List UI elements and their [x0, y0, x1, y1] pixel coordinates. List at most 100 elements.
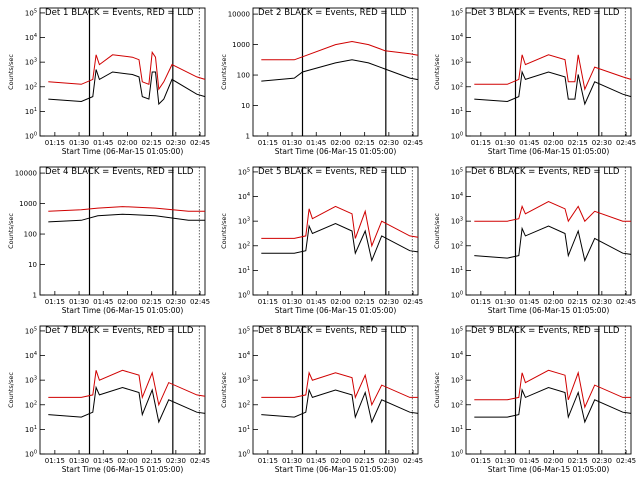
y-axis-label: Counts/sec: [7, 372, 15, 408]
x-tick-label: 02:15: [355, 457, 375, 465]
x-tick-label: 02:15: [355, 139, 375, 147]
plot-frame: [39, 166, 206, 296]
y-tick-label: 105: [451, 167, 463, 176]
x-tick-label: 02:00: [543, 457, 563, 465]
x-tick-label: 02:30: [166, 139, 186, 147]
x-tick-label: 01:15: [258, 298, 278, 306]
series-line-lld: [474, 54, 632, 91]
x-tick-label: 02:45: [403, 457, 423, 465]
y-tick-label: 100: [25, 132, 37, 141]
x-axis-label: Start Time (06-Mar-15 01:05:00): [488, 306, 610, 315]
x-tick-label: 01:15: [471, 298, 491, 306]
x-tick-label: 02:00: [117, 457, 137, 465]
y-tick-label: 102: [238, 241, 250, 250]
y-tick-label: 103: [451, 376, 463, 385]
y-tick-label: 102: [451, 241, 463, 250]
x-tick-label: 01:45: [93, 298, 113, 306]
x-tick-label: 02:45: [403, 298, 423, 306]
x-tick-label: 02:45: [616, 139, 636, 147]
y-axis-label: Counts/sec: [433, 213, 441, 249]
x-tick-label: 02:15: [568, 298, 588, 306]
series-line-events: [48, 69, 206, 106]
x-tick-label: 01:45: [93, 457, 113, 465]
y-tick-label: 103: [238, 376, 250, 385]
y-tick-label: 10000: [15, 170, 37, 178]
x-tick-label: 02:15: [568, 457, 588, 465]
x-tick-label: 01:15: [45, 457, 65, 465]
y-tick-label: 102: [451, 400, 463, 409]
x-tick-label: 02:30: [166, 457, 186, 465]
y-axis-label: Counts/sec: [7, 213, 15, 249]
x-tick-label: 01:45: [93, 139, 113, 147]
y-tick-label: 100: [25, 450, 37, 459]
panel-det-2: Det 2 BLACK = Events, RED = LLD 1 10 100 100…: [220, 7, 423, 156]
y-tick-label: 105: [451, 8, 463, 17]
plot-frame: [465, 325, 632, 455]
x-tick-label: 02:45: [190, 298, 210, 306]
series-line-events: [474, 70, 632, 106]
y-tick-label: 105: [25, 8, 37, 17]
x-tick-label: 01:15: [258, 457, 278, 465]
x-tick-label: 01:45: [306, 298, 326, 306]
series-line-lld: [261, 40, 419, 61]
y-tick-label: 104: [451, 33, 463, 42]
panel-title: Det 5 BLACK = Events, RED = LLD: [258, 167, 407, 177]
y-axis-label: Counts/sec: [220, 372, 228, 408]
y-tick-label: 101: [238, 425, 250, 434]
y-tick-label: 100: [451, 450, 463, 459]
y-tick-label: 103: [25, 58, 37, 67]
y-tick-label: 1000: [19, 200, 37, 208]
plot-frame: [39, 325, 206, 455]
y-tick-label: 105: [25, 326, 37, 335]
panel-det-4: Det 4 BLACK = Events, RED = LLD 1 10 100 100…: [7, 166, 210, 315]
y-tick-label: 10: [28, 261, 37, 269]
panel-title: Det 7 BLACK = Events, RED = LLD: [45, 326, 194, 336]
y-tick-label: 101: [25, 425, 37, 434]
series-line-events: [261, 388, 419, 424]
x-tick-label: 02:00: [330, 139, 350, 147]
y-tick-label: 100: [237, 72, 250, 80]
x-tick-label: 01:15: [45, 298, 65, 306]
series-line-lld: [474, 369, 631, 409]
y-tick-label: 100: [238, 291, 250, 300]
y-tick-label: 100: [451, 132, 463, 141]
plot-frame: [252, 7, 419, 137]
x-tick-label: 01:45: [519, 457, 539, 465]
series-line-lld: [48, 369, 206, 407]
x-tick-label: 02:45: [616, 298, 636, 306]
y-tick-label: 105: [238, 167, 250, 176]
x-tick-label: 01:15: [45, 139, 65, 147]
x-tick-label: 01:15: [471, 457, 491, 465]
y-tick-label: 103: [238, 217, 250, 226]
panel-det-3: Det 3 BLACK = Events, RED = LLD 100 101 102…: [433, 7, 636, 156]
x-tick-label: 01:30: [495, 139, 515, 147]
y-tick-label: 104: [451, 192, 463, 201]
plot-frame: [252, 166, 419, 296]
x-tick-label: 02:45: [616, 457, 636, 465]
x-tick-label: 02:30: [166, 298, 186, 306]
plot-frame: [39, 7, 206, 137]
series-line-events: [261, 59, 419, 82]
x-tick-label: 01:30: [282, 139, 302, 147]
panel-det-9: Det 9 BLACK = Events, RED = LLD 100 101 102…: [433, 325, 636, 474]
y-tick-label: 1: [246, 133, 250, 141]
x-tick-label: 01:45: [306, 457, 326, 465]
y-tick-label: 101: [25, 107, 37, 116]
series-line-events: [48, 213, 205, 223]
y-tick-label: 101: [451, 425, 463, 434]
panel-det-8: Det 8 BLACK = Events, RED = LLD 100 101 102…: [220, 325, 423, 474]
panel-title: Det 3 BLACK = Events, RED = LLD: [471, 8, 620, 18]
y-tick-label: 102: [451, 82, 463, 91]
x-tick-label: 02:45: [403, 139, 423, 147]
x-tick-label: 02:15: [142, 298, 162, 306]
series-line-events: [261, 223, 419, 263]
x-tick-label: 02:00: [330, 457, 350, 465]
y-tick-label: 103: [25, 376, 37, 385]
x-tick-label: 01:45: [519, 139, 539, 147]
x-tick-label: 02:45: [190, 139, 210, 147]
panel-det-1: Det 1 BLACK = Events, RED = LLD 100 101 102…: [7, 7, 210, 156]
y-tick-label: 104: [238, 192, 250, 201]
x-tick-label: 02:00: [117, 139, 137, 147]
x-tick-label: 01:30: [495, 457, 515, 465]
